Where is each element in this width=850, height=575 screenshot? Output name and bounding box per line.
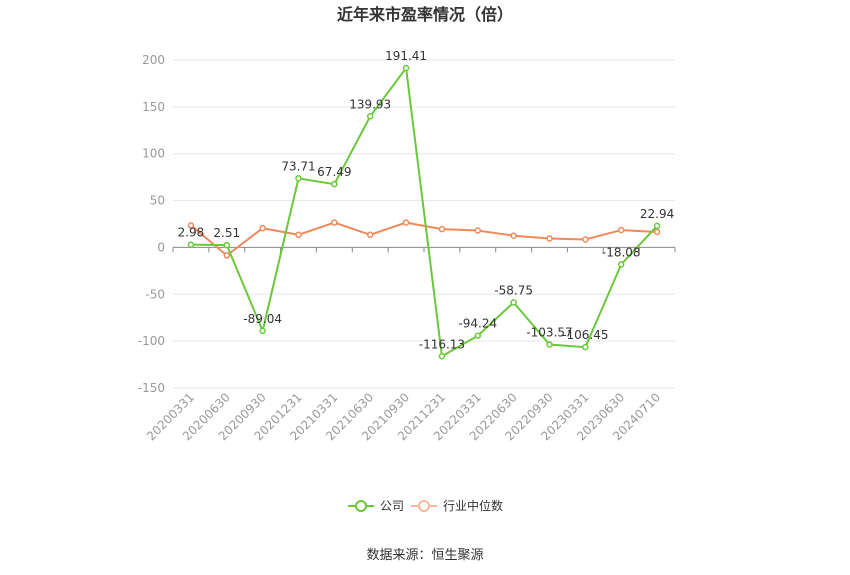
industry-median-series-line (190, 221, 658, 257)
industry-median-point[interactable] (617, 226, 625, 234)
industry-median-point[interactable] (331, 219, 338, 226)
company-point[interactable] (402, 64, 410, 72)
company-data-label: 67.49 (317, 165, 351, 179)
company-data-label: -94.24 (458, 317, 497, 331)
company-point[interactable] (510, 299, 517, 306)
industry-median-point[interactable] (295, 231, 302, 239)
industry-median-point[interactable] (402, 219, 410, 226)
company-point[interactable] (187, 241, 195, 248)
company-data-label: 139.93 (349, 97, 391, 111)
company-data-label: -18.08 (602, 245, 641, 259)
data-labels: 2.98 2.51 -89.04 73.71 67.49 139.93 191.41 -116… (178, 49, 675, 351)
industry-median-point[interactable] (438, 225, 446, 233)
y-axis-ticks: 200 150 100 50 0 -50 -100 -150 (138, 53, 165, 395)
industry-median-point[interactable] (653, 228, 661, 236)
industry-median-point[interactable] (259, 224, 266, 232)
source-note: 数据来源：恒生聚源 (366, 548, 483, 563)
company-data-label: 191.41 (385, 49, 427, 63)
industry-median-point[interactable] (582, 236, 589, 243)
company-data-label: -116.13 (419, 337, 465, 351)
y-tick-label: -100 (138, 334, 165, 348)
company-series-line (190, 67, 658, 358)
company-data-label: -58.75 (494, 283, 533, 297)
y-tick-label: 150 (142, 100, 165, 114)
x-axis-ticks: 2020033120200630202009302020123120210331… (144, 247, 676, 443)
company-point[interactable] (617, 261, 625, 268)
industry-median-point[interactable] (223, 252, 231, 259)
company-point[interactable] (295, 175, 302, 182)
y-tick-label: 100 (142, 147, 165, 161)
company-point[interactable] (366, 113, 374, 120)
company-point[interactable] (546, 341, 553, 348)
y-tick-label: 50 (150, 194, 165, 208)
series-layer (187, 64, 661, 360)
company-point[interactable] (438, 353, 446, 360)
legend-industry-label: 行业中位数 (443, 498, 503, 513)
legend-industry-marker (418, 500, 430, 512)
industry-median-point[interactable] (474, 227, 482, 234)
company-data-label: -106.45 (562, 328, 608, 342)
company-point[interactable] (331, 180, 338, 188)
industry-median-point[interactable] (187, 222, 195, 229)
industry-median-point[interactable] (546, 235, 553, 242)
company-data-label: 2.98 (178, 226, 205, 240)
industry-median-point[interactable] (366, 231, 374, 239)
company-data-label: 2.51 (213, 226, 240, 240)
company-point[interactable] (223, 241, 231, 249)
company-point[interactable] (259, 327, 266, 335)
company-data-label: -103.57 (526, 325, 572, 339)
company-point[interactable] (582, 343, 589, 351)
y-tick-label: 0 (157, 240, 165, 254)
industry-median-point[interactable] (510, 232, 517, 239)
y-tick-label: 200 (142, 53, 165, 67)
legend-company-label: 公司 (380, 499, 404, 513)
y-tick-label: -50 (145, 287, 165, 301)
y-tick-label: -150 (138, 381, 165, 395)
legend: 公司 行业中位数 (348, 498, 503, 513)
legend-company-marker (355, 500, 367, 512)
company-data-label: 22.94 (640, 207, 674, 221)
company-point[interactable] (474, 332, 482, 339)
legend-item-industry-median[interactable]: 行业中位数 (411, 498, 503, 513)
company-data-label: -89.04 (243, 312, 282, 326)
chart-title: 近年来市盈率情况（倍） (337, 5, 513, 24)
legend-item-company[interactable]: 公司 (348, 499, 404, 513)
company-data-label: 73.71 (281, 159, 315, 173)
company-point[interactable] (653, 222, 661, 230)
